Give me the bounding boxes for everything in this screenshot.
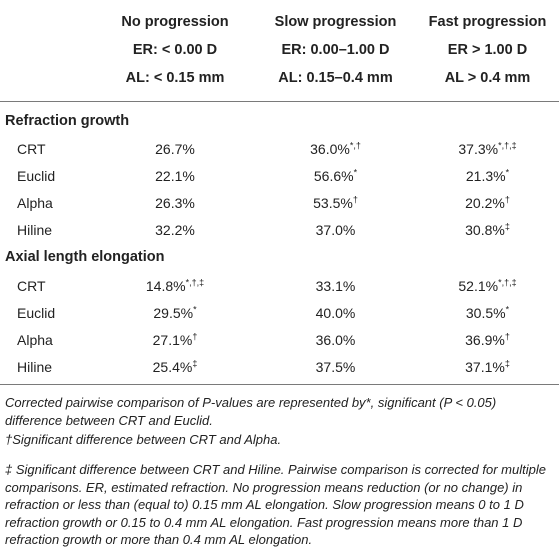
- table-row: Alpha 27.1%† 36.0% 36.9%†: [0, 332, 559, 356]
- footnote-alpha: †Significant difference between CRT and …: [5, 432, 282, 447]
- table-row: Alpha 26.3% 53.5%† 20.2%†: [0, 195, 559, 219]
- table-cell: 26.7%: [155, 141, 195, 157]
- row-label: Alpha: [17, 195, 53, 211]
- table-cell: 25.4%‡: [152, 358, 198, 375]
- col-header-slow-progression-al: AL: 0.15–0.4 mm: [278, 70, 393, 86]
- footnote-hiline-definitions: ‡ Significant difference between CRT and…: [5, 462, 546, 547]
- table-row: Hiline 25.4%‡ 37.5% 37.1%‡: [0, 359, 559, 383]
- section-title-axial-length-elongation: Axial length elongation: [5, 249, 165, 265]
- table-cell: 37.1%‡: [465, 358, 510, 375]
- row-label: CRT: [17, 278, 46, 294]
- row-label: Euclid: [17, 168, 56, 184]
- footnote-pvalues: Corrected pairwise comparison of P-value…: [5, 395, 497, 428]
- table-cell: 26.3%: [155, 195, 195, 211]
- col-header-no-progression-er: ER: < 0.00 D: [132, 42, 218, 58]
- table-cell: 29.5%*: [153, 304, 197, 321]
- col-header-no-progression-al: AL: < 0.15 mm: [125, 70, 225, 86]
- table-row: CRT 26.7% 36.0%*,† 37.3%*,†,‡: [0, 141, 559, 165]
- table-cell: 32.2%: [155, 222, 195, 238]
- col-header-slow-progression-title: Slow progression: [274, 14, 397, 30]
- header-divider: [0, 101, 559, 102]
- table-cell: 21.3%*: [465, 167, 510, 184]
- col-header-fast-progression-title: Fast progression: [428, 14, 547, 30]
- table-cell: 36.9%†: [465, 331, 510, 348]
- table-bottom-border: [0, 384, 559, 385]
- table-cell: 30.5%*: [465, 304, 510, 321]
- table-cell: 36.0%: [315, 332, 356, 348]
- row-label: CRT: [17, 141, 46, 157]
- table-cell: 40.0%: [315, 305, 356, 321]
- table-row: Euclid 22.1% 56.6%* 21.3%*: [0, 168, 559, 192]
- table-cell: 37.0%: [315, 222, 356, 238]
- table-row: Hiline 32.2% 37.0% 30.8%‡: [0, 222, 559, 246]
- table-cell: 14.8%*,†,‡: [145, 277, 205, 294]
- row-label: Alpha: [17, 332, 53, 348]
- col-header-fast-progression-al: AL > 0.4 mm: [444, 70, 531, 86]
- table-cell: 53.5%†: [313, 194, 358, 211]
- table-row: Euclid 29.5%* 40.0% 30.5%*: [0, 305, 559, 329]
- col-header-fast-progression-er: ER > 1.00 D: [447, 42, 528, 58]
- section-title-refraction-growth: Refraction growth: [5, 113, 130, 129]
- row-label: Hiline: [17, 359, 53, 375]
- table-cell: 33.1%: [315, 278, 356, 294]
- table-cell: 56.6%*: [313, 167, 358, 184]
- table-cell: 30.8%‡: [465, 221, 510, 238]
- table-cell: 37.3%*,†,‡: [458, 140, 517, 157]
- table-cell: 27.1%†: [152, 331, 198, 348]
- row-label: Hiline: [17, 222, 53, 238]
- table-cell: 37.5%: [315, 359, 356, 375]
- col-header-slow-progression-er: ER: 0.00–1.00 D: [281, 42, 390, 58]
- table-cell: 20.2%†: [465, 194, 510, 211]
- table-cell: 36.0%*,†: [310, 140, 361, 157]
- row-label: Euclid: [17, 305, 56, 321]
- table-row: CRT 14.8%*,†,‡ 33.1% 52.1%*,†,‡: [0, 278, 559, 302]
- table-cell: 22.1%: [155, 168, 195, 184]
- col-header-no-progression-title: No progression: [121, 14, 229, 30]
- table-cell: 52.1%*,†,‡: [458, 277, 517, 294]
